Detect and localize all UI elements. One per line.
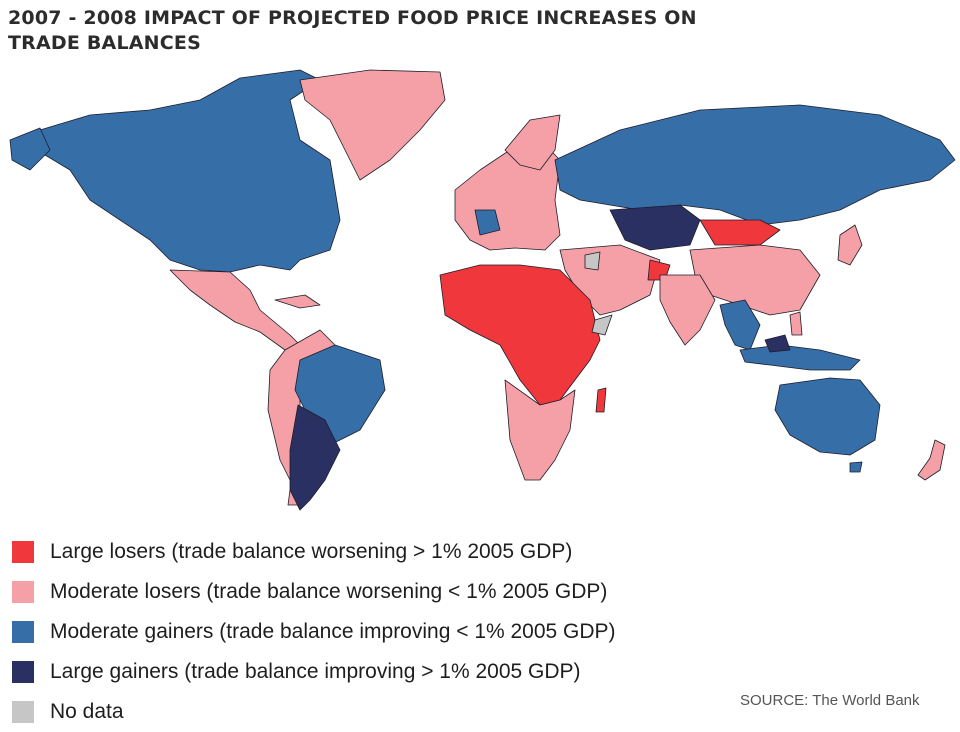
legend-swatch-moderate-gainers [12,621,34,643]
title-line-2: TRADE BALANCES [8,32,201,54]
region-france [474,209,501,236]
legend-label-large-losers: Large losers (trade balance worsening > … [50,540,573,563]
legend-swatch-no-data [12,701,34,723]
region-tasmania [849,461,863,473]
legend-swatch-large-losers [12,541,34,563]
region-caribbean [274,294,321,309]
region-malaysia [764,334,791,353]
legend-item-moderate-gainers: Moderate gainers (trade balance improvin… [12,612,732,652]
legend: Large losers (trade balance worsening > … [12,532,732,732]
region-greenland [299,69,446,181]
region-kazakhstan [609,204,701,251]
region-no-data-middle-east [584,251,601,271]
legend-label-moderate-gainers: Moderate gainers (trade balance improvin… [50,620,616,643]
region-scandinavia [504,114,561,171]
region-philippines [789,311,803,336]
legend-swatch-moderate-losers [12,581,34,603]
legend-item-moderate-losers: Moderate losers (trade balance worsening… [12,572,732,612]
legend-label-moderate-losers: Moderate losers (trade balance worsening… [50,580,608,603]
legend-item-large-gainers: Large gainers (trade balance improving >… [12,652,732,692]
region-patagonia [287,489,301,511]
region-alaska [9,127,51,171]
page-title: 2007 - 2008 IMPACT OF PROJECTED FOOD PRI… [8,6,828,56]
legend-swatch-large-gainers [12,661,34,683]
region-australia [774,377,881,456]
world-map-svg [9,69,956,511]
legend-item-no-data: No data [12,692,732,732]
title-line-1: 2007 - 2008 IMPACT OF PROJECTED FOOD PRI… [8,7,697,29]
region-africa-south [504,379,576,481]
region-mexico-central-america [169,269,301,351]
region-north-america [39,69,341,273]
legend-label-no-data: No data [50,700,124,723]
region-africa-north-central [439,264,601,406]
region-russia [554,104,956,226]
region-indonesia [739,344,861,371]
region-new-zealand [917,439,946,481]
region-india [659,274,716,346]
source-credit: SOURCE: The World Bank [740,692,920,709]
region-mongolia [699,219,781,246]
legend-item-large-losers: Large losers (trade balance worsening > … [12,532,732,572]
region-madagascar [595,387,607,413]
region-japan [837,224,863,266]
region-argentina [289,404,341,511]
region-no-data-africa [591,314,613,336]
legend-label-large-gainers: Large gainers (trade balance improving >… [50,660,581,683]
world-map [0,60,960,520]
